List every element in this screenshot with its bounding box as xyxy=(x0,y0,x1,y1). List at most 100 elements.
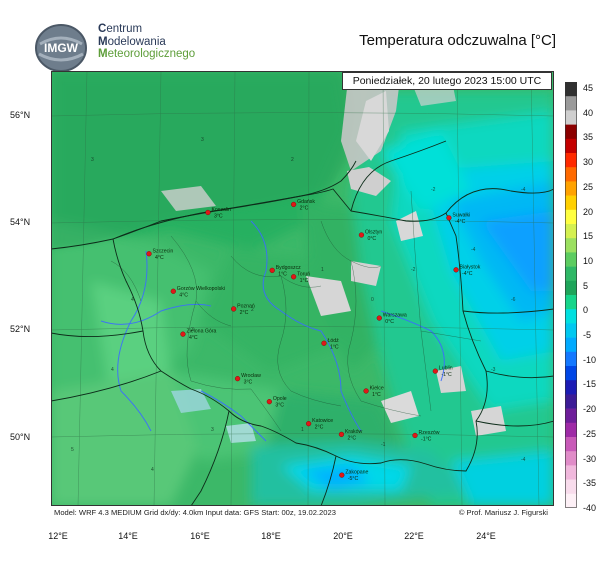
lon-label-20: 20°E xyxy=(333,531,353,541)
svg-text:3: 3 xyxy=(201,137,204,143)
colorbar-tick-label: 25 xyxy=(583,181,594,192)
colorbar-tick-label: 35 xyxy=(583,132,594,143)
city-temperature-label: 2°C xyxy=(347,435,356,441)
svg-text:-4: -4 xyxy=(521,457,526,463)
colorbar-band xyxy=(565,238,577,253)
lat-label-52: 52°N xyxy=(10,324,31,334)
lat-label-54: 54°N xyxy=(10,217,31,227)
city-marker xyxy=(266,399,272,405)
city-marker xyxy=(170,288,176,294)
city-marker xyxy=(412,432,418,439)
page-title: Temperatura odczuwalna [°C] xyxy=(359,32,556,49)
lat-label-56: 56°N xyxy=(10,110,31,120)
colorbar-band xyxy=(565,351,577,367)
svg-text:-2: -2 xyxy=(431,187,436,193)
colorbar-band xyxy=(565,280,577,296)
city-temperature-label: -4°C xyxy=(455,219,466,225)
city-name-label: Toruń xyxy=(297,271,310,277)
temperature-map: 3 3 2 4 3 2 1 0 -2 -4 -6 -3 -2 -4 4 3 1 -1 -4 5 4 Kosz… xyxy=(51,71,554,506)
city-temperature-label: -4°C xyxy=(462,271,473,277)
svg-text:0: 0 xyxy=(371,297,374,303)
colorbar-band xyxy=(565,195,577,211)
city-name-label: Poznań xyxy=(237,303,255,309)
colorbar-band xyxy=(565,181,577,196)
city-temperature-label: 3°C xyxy=(275,403,284,409)
colorbar-tick-label: -15 xyxy=(583,379,597,390)
city-name-label: Bydgoszcz xyxy=(276,265,301,271)
svg-text:-1: -1 xyxy=(381,442,386,448)
svg-text:3: 3 xyxy=(191,327,194,333)
city-marker xyxy=(453,267,459,273)
colorbar-band xyxy=(565,252,577,267)
organization-name: Centrum Modelowania Meteorologicznego xyxy=(98,23,228,61)
city-name-label: Olsztyn xyxy=(365,229,382,235)
colorbar-band xyxy=(565,82,577,97)
colorbar-tick-label: 20 xyxy=(583,206,594,217)
city-name-label: Łódź xyxy=(327,338,339,344)
city-name-label: Lublin xyxy=(439,366,453,372)
city-temperature-label: 4°C xyxy=(189,335,198,341)
colorbar-band xyxy=(565,266,577,282)
city-temperature-label: -5°C xyxy=(348,476,359,482)
svg-text:2: 2 xyxy=(251,307,254,313)
svg-text:5: 5 xyxy=(71,447,74,453)
colorbar-tick-label: -25 xyxy=(583,428,597,439)
city-name-label: Szczecin xyxy=(153,248,174,254)
city-marker xyxy=(358,232,365,238)
svg-text:4: 4 xyxy=(111,367,114,373)
colorbar-band xyxy=(565,295,577,310)
svg-text:-3: -3 xyxy=(491,367,496,373)
city-temperature-label: 0°C xyxy=(367,236,376,242)
colorbar-band xyxy=(565,224,577,239)
city-name-label: Rzeszów xyxy=(419,430,440,436)
city-marker xyxy=(376,315,382,321)
colorbar-tick-label: 40 xyxy=(583,107,594,118)
org-line2-rest: odelowania xyxy=(107,35,166,48)
city-temperature-label: 1°C xyxy=(300,278,309,284)
colorbar-band xyxy=(565,153,577,168)
admin-borders xyxy=(110,190,482,432)
city-temperature-label: 4°C xyxy=(179,292,188,298)
colorbar-band xyxy=(565,138,577,154)
city-temperature-label: 2°C xyxy=(300,205,309,211)
city-name-label: Koszalin xyxy=(211,207,231,213)
org-line3-initial: M xyxy=(98,48,108,60)
svg-text:-4: -4 xyxy=(521,187,526,193)
colorbar-band xyxy=(565,451,577,466)
colorbar-band xyxy=(565,110,577,125)
colorbar-band xyxy=(565,124,577,140)
city-name-label: Zakopane xyxy=(345,470,368,476)
svg-text:4: 4 xyxy=(131,297,134,303)
contour-labels: 3 3 2 4 3 2 1 0 -2 -4 -6 -3 -2 -4 4 3 1 -1 -4 5 4 xyxy=(71,137,526,473)
city-marker xyxy=(432,368,438,374)
svg-text:-4: -4 xyxy=(471,247,476,253)
city-temperature-label: 4°C xyxy=(155,255,164,261)
colorbar-band xyxy=(565,167,577,182)
city-temperature-label: 3°C xyxy=(214,213,223,219)
city-marker xyxy=(363,388,369,394)
city-markers: Koszalin3°CGdańsk2°COlsztyn0°CSuwałki-4°… xyxy=(146,199,481,482)
org-line1-rest: entrum xyxy=(106,23,143,35)
city-marker xyxy=(339,472,345,478)
svg-text:1: 1 xyxy=(321,267,324,273)
city-name-label: Białystok xyxy=(460,264,481,270)
svg-text:2: 2 xyxy=(291,157,294,163)
city-name-label: Gorzów Wielkopolski xyxy=(177,286,225,292)
colorbar-tick-label: 0 xyxy=(583,305,589,316)
forecast-datetime: Poniedziałek, 20 lutego 2023 15:00 UTC xyxy=(342,72,552,90)
colorbar-tick-label: 15 xyxy=(583,231,594,242)
rivers xyxy=(100,220,445,442)
city-temperature-label: 2°C xyxy=(240,310,249,316)
org-line1-initial: C xyxy=(98,23,107,35)
copyright-text: © Prof. Mariusz J. Figurski xyxy=(458,508,548,517)
city-name-label: Opole xyxy=(273,396,287,402)
colorbar-band xyxy=(565,479,577,495)
colorbar-tick-label: 30 xyxy=(583,157,594,168)
city-marker xyxy=(234,376,241,382)
lon-label-18: 18°E xyxy=(261,531,281,541)
lon-label-14: 14°E xyxy=(118,531,138,541)
svg-text:-2: -2 xyxy=(411,267,416,273)
colorbar-tick-label: 5 xyxy=(583,280,589,291)
colorbar-tick-label: -35 xyxy=(583,478,597,489)
lon-label-24: 24°E xyxy=(476,531,496,541)
